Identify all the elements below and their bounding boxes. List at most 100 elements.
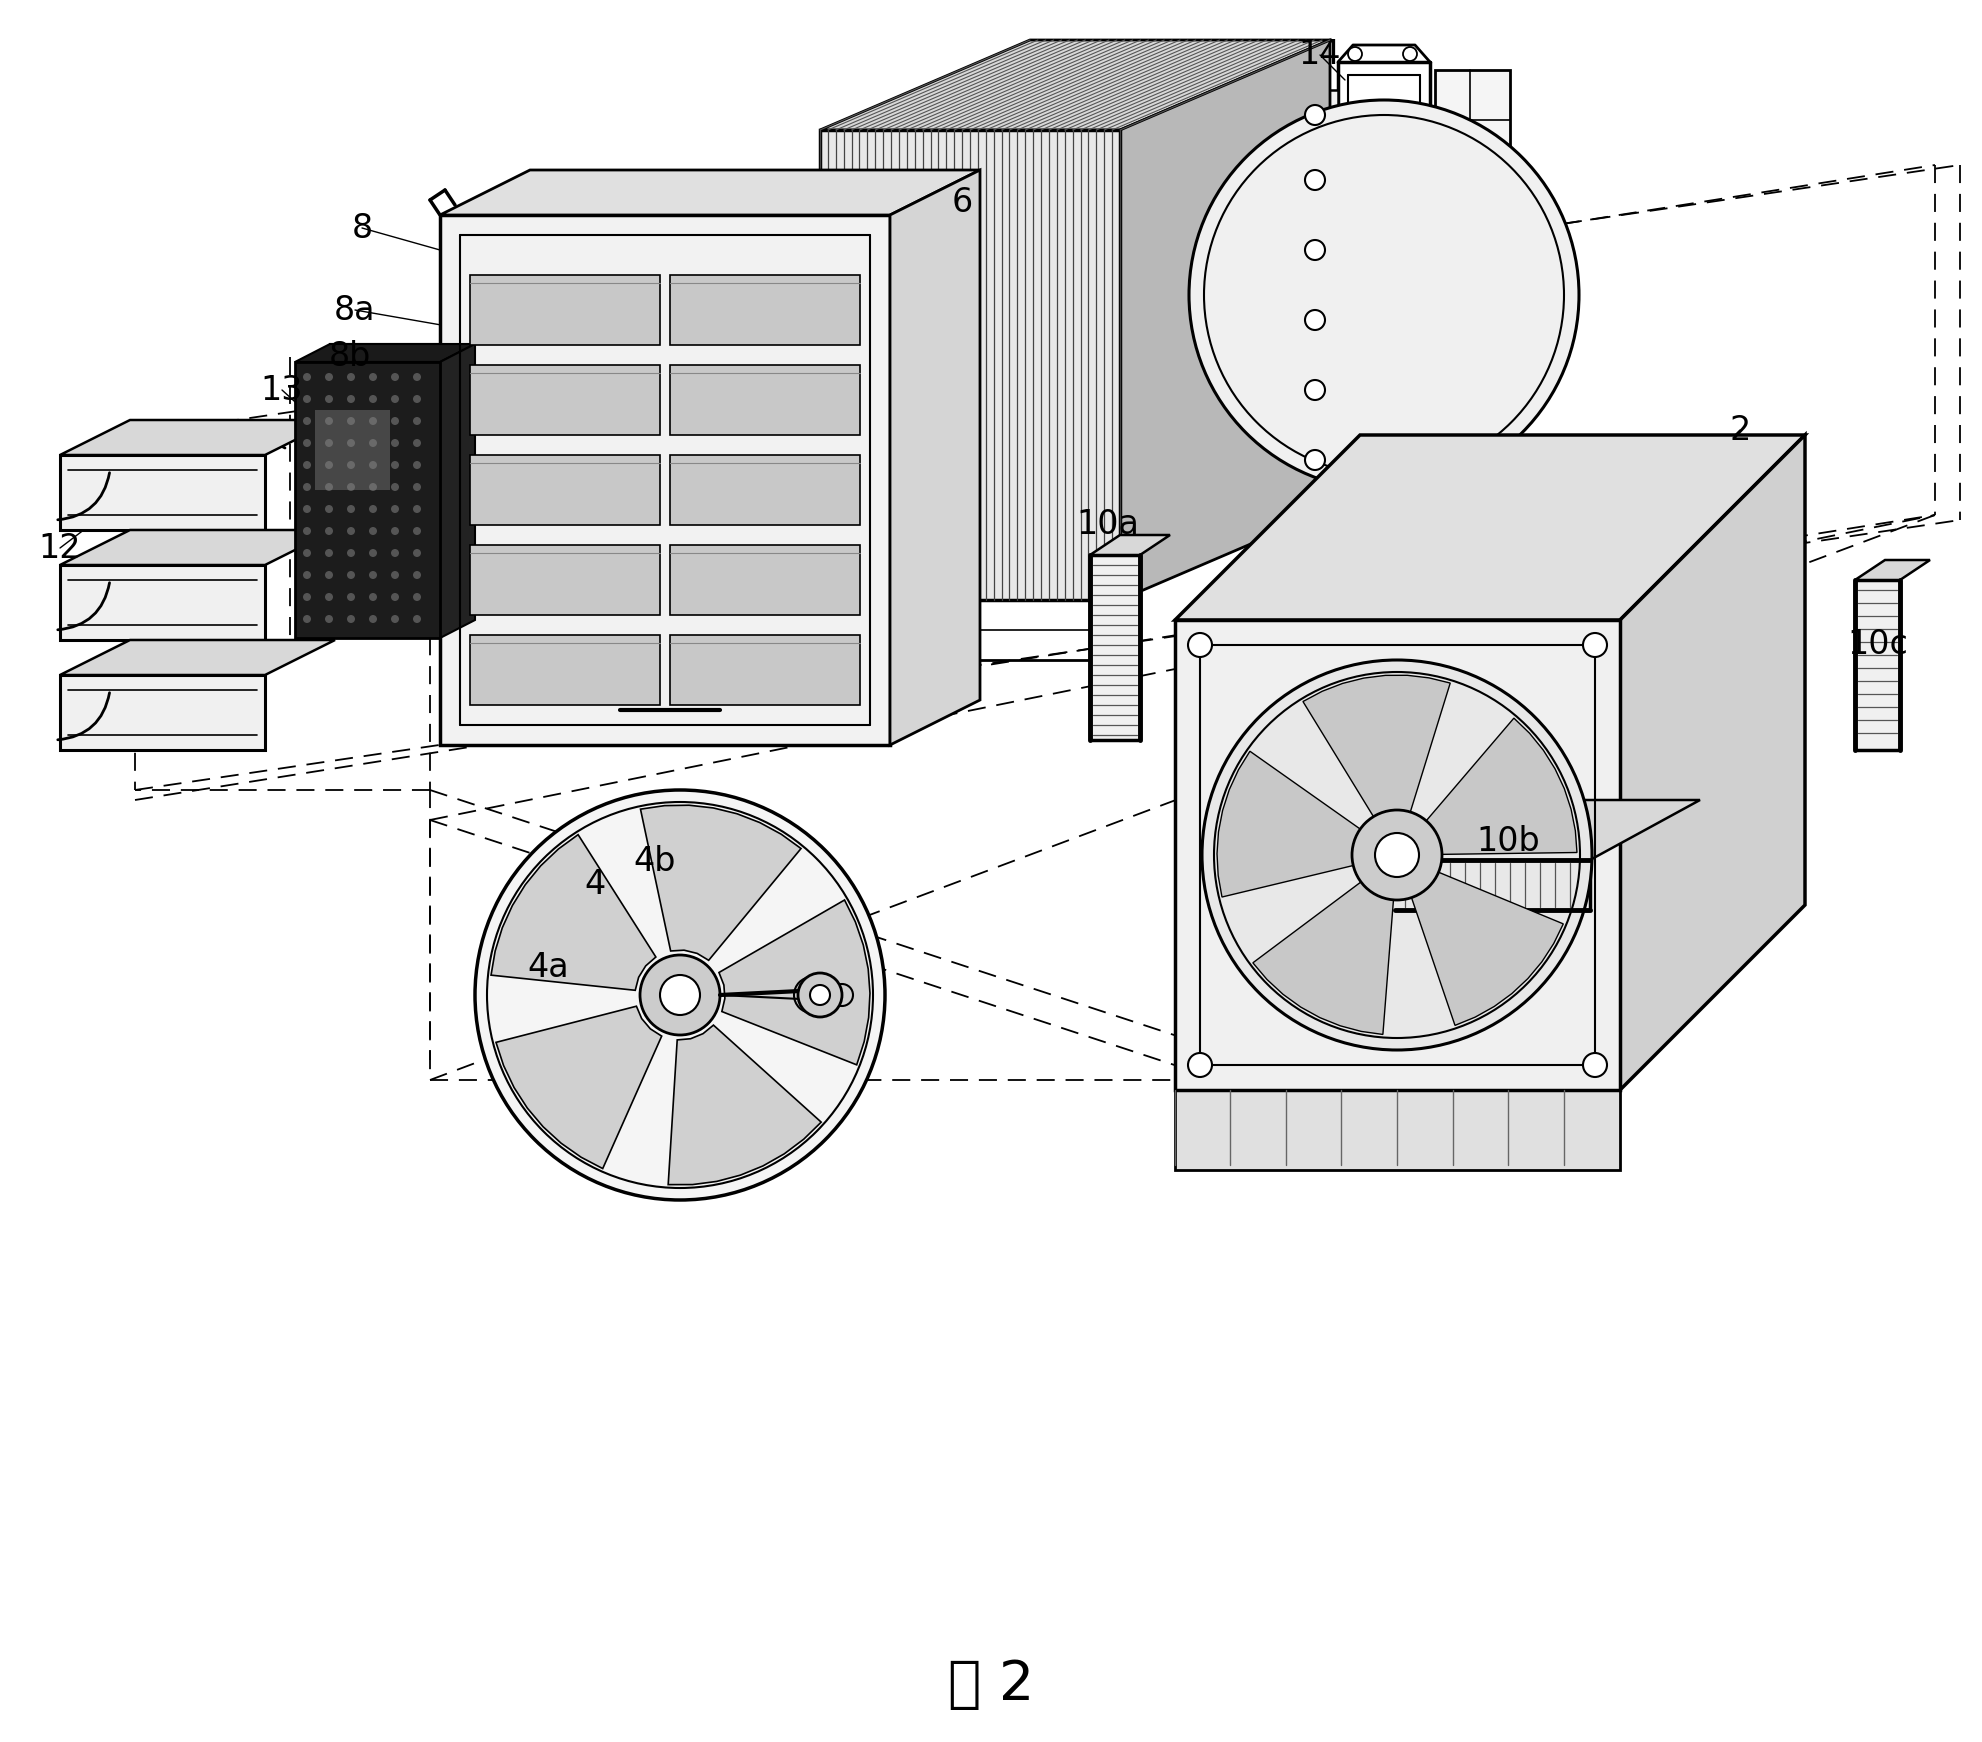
Polygon shape bbox=[1423, 718, 1578, 854]
Circle shape bbox=[390, 416, 398, 425]
Circle shape bbox=[347, 483, 355, 491]
Text: 13: 13 bbox=[262, 373, 303, 406]
Circle shape bbox=[390, 483, 398, 491]
Circle shape bbox=[325, 395, 333, 402]
Polygon shape bbox=[719, 901, 870, 1064]
Polygon shape bbox=[295, 343, 476, 362]
Circle shape bbox=[369, 483, 377, 491]
Circle shape bbox=[412, 592, 420, 601]
Circle shape bbox=[390, 615, 398, 624]
Circle shape bbox=[1304, 310, 1326, 329]
Polygon shape bbox=[470, 366, 660, 436]
Circle shape bbox=[325, 416, 333, 425]
Circle shape bbox=[303, 528, 311, 535]
Circle shape bbox=[369, 395, 377, 402]
Polygon shape bbox=[670, 275, 860, 345]
Circle shape bbox=[412, 395, 420, 402]
Polygon shape bbox=[440, 214, 890, 746]
Circle shape bbox=[369, 416, 377, 425]
Circle shape bbox=[412, 373, 420, 381]
Circle shape bbox=[1304, 171, 1326, 190]
Polygon shape bbox=[1395, 800, 1701, 861]
Polygon shape bbox=[329, 343, 476, 620]
Circle shape bbox=[412, 571, 420, 578]
Circle shape bbox=[476, 791, 886, 1200]
Polygon shape bbox=[640, 805, 801, 960]
Circle shape bbox=[303, 373, 311, 381]
Circle shape bbox=[369, 549, 377, 557]
Circle shape bbox=[369, 615, 377, 624]
Circle shape bbox=[325, 439, 333, 448]
Circle shape bbox=[325, 528, 333, 535]
Circle shape bbox=[795, 977, 830, 1014]
Polygon shape bbox=[59, 674, 266, 751]
Polygon shape bbox=[1619, 436, 1806, 1090]
Polygon shape bbox=[1302, 676, 1451, 820]
Circle shape bbox=[1348, 47, 1362, 61]
Text: 8b: 8b bbox=[329, 340, 371, 373]
Polygon shape bbox=[295, 362, 440, 638]
Circle shape bbox=[660, 976, 700, 1016]
Polygon shape bbox=[470, 636, 660, 706]
Circle shape bbox=[830, 984, 852, 1005]
Polygon shape bbox=[670, 366, 860, 436]
Circle shape bbox=[1304, 240, 1326, 260]
Circle shape bbox=[303, 615, 311, 624]
Text: 8a: 8a bbox=[335, 293, 377, 326]
Circle shape bbox=[347, 439, 355, 448]
Text: 图 2: 图 2 bbox=[947, 1658, 1035, 1712]
Circle shape bbox=[412, 439, 420, 448]
Polygon shape bbox=[890, 171, 979, 746]
Circle shape bbox=[369, 373, 377, 381]
Polygon shape bbox=[1435, 70, 1510, 521]
Circle shape bbox=[325, 592, 333, 601]
Circle shape bbox=[390, 592, 398, 601]
Polygon shape bbox=[1395, 861, 1590, 909]
Polygon shape bbox=[315, 409, 390, 490]
Circle shape bbox=[347, 395, 355, 402]
Circle shape bbox=[390, 528, 398, 535]
Circle shape bbox=[1187, 632, 1213, 657]
Circle shape bbox=[1304, 105, 1326, 125]
Text: 4: 4 bbox=[585, 869, 606, 902]
Circle shape bbox=[1304, 380, 1326, 401]
Polygon shape bbox=[496, 1007, 662, 1169]
Circle shape bbox=[347, 549, 355, 557]
Polygon shape bbox=[59, 530, 335, 564]
Circle shape bbox=[303, 592, 311, 601]
Circle shape bbox=[412, 416, 420, 425]
Circle shape bbox=[813, 981, 842, 1010]
Polygon shape bbox=[59, 455, 266, 530]
Circle shape bbox=[412, 615, 420, 624]
Circle shape bbox=[347, 462, 355, 469]
Circle shape bbox=[799, 974, 842, 1017]
Polygon shape bbox=[1292, 91, 1338, 500]
Polygon shape bbox=[59, 564, 266, 639]
Polygon shape bbox=[1090, 535, 1169, 556]
Polygon shape bbox=[670, 545, 860, 615]
Circle shape bbox=[390, 439, 398, 448]
Circle shape bbox=[303, 483, 311, 491]
Circle shape bbox=[390, 395, 398, 402]
Text: 8: 8 bbox=[351, 211, 373, 244]
Circle shape bbox=[412, 483, 420, 491]
Polygon shape bbox=[440, 343, 476, 638]
Circle shape bbox=[347, 528, 355, 535]
Circle shape bbox=[347, 592, 355, 601]
Polygon shape bbox=[470, 275, 660, 345]
Polygon shape bbox=[59, 420, 335, 455]
Circle shape bbox=[390, 373, 398, 381]
Text: 4b: 4b bbox=[634, 845, 676, 878]
Text: 10a: 10a bbox=[1076, 509, 1140, 542]
Polygon shape bbox=[1175, 1090, 1619, 1171]
Polygon shape bbox=[492, 834, 656, 989]
Circle shape bbox=[390, 549, 398, 557]
Circle shape bbox=[303, 395, 311, 402]
Circle shape bbox=[1584, 632, 1607, 657]
Circle shape bbox=[390, 505, 398, 512]
Polygon shape bbox=[668, 1024, 821, 1185]
Circle shape bbox=[325, 549, 333, 557]
Polygon shape bbox=[1217, 751, 1364, 897]
Circle shape bbox=[1352, 810, 1443, 901]
Text: 12: 12 bbox=[40, 531, 81, 564]
